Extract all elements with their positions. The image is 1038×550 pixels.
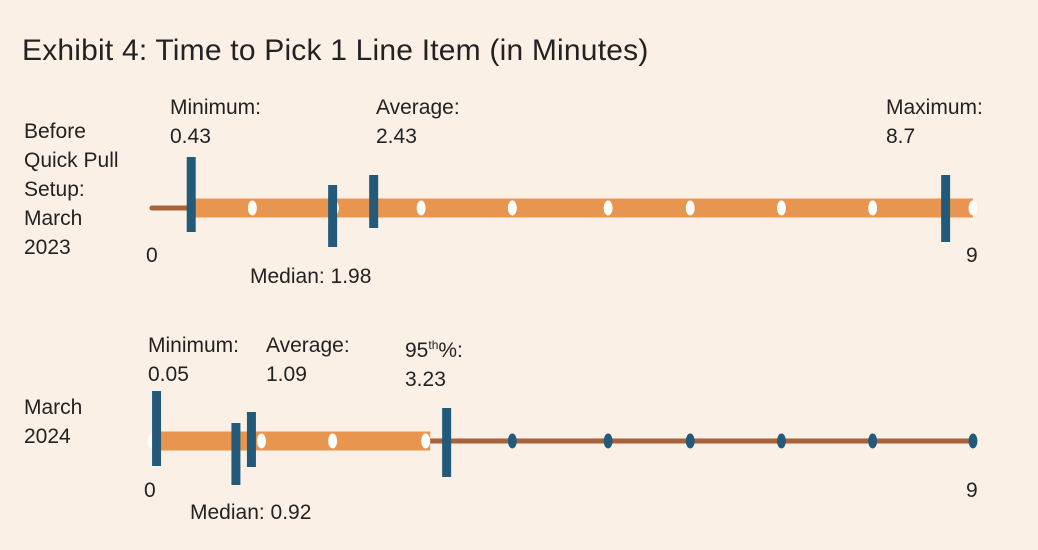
line-dot: [968, 433, 978, 449]
axis-tick-max-2023: 9: [966, 244, 978, 267]
callout-label: Minimum:: [170, 96, 262, 119]
minimum-marker: [186, 157, 196, 232]
median-marker: [328, 185, 338, 247]
median-callout-2024: Median: 0.92: [190, 501, 312, 524]
average-marker: [246, 412, 256, 467]
bar-dot: [507, 200, 517, 216]
row-label-line: Before: [24, 120, 86, 143]
line-dot: [603, 433, 613, 449]
row-label-line: Setup:: [24, 178, 85, 201]
callout-value: 2.43: [376, 125, 417, 148]
row-label-line: March: [24, 396, 83, 419]
bar-dot: [247, 200, 257, 216]
bar-dot: [328, 433, 338, 449]
page-title: Exhibit 4: Time to Pick 1 Line Item (in …: [22, 34, 649, 67]
callout-value: 0.43: [170, 125, 211, 148]
bar-dot: [968, 200, 978, 216]
axis-tick-max-2024: 9: [966, 479, 978, 502]
row-label-before: Before Quick Pull Setup: March 2023: [24, 117, 119, 262]
p95-sup: th: [428, 338, 439, 352]
line-dot: [685, 433, 695, 449]
bar-dot: [685, 200, 695, 216]
line-dot: [507, 433, 517, 449]
median-callout-2023: Median: 1.98: [250, 265, 372, 288]
row-label-2024: March 2024: [24, 393, 82, 451]
maximum-callout-2023: Maximum: 8.7: [886, 93, 983, 151]
callout-label: 95th%:: [405, 331, 463, 365]
bar-dot: [603, 200, 613, 216]
callout-value: 1.09: [266, 363, 307, 386]
line-dot: [776, 433, 786, 449]
callout-value: 3.23: [405, 368, 446, 391]
callout-label: Average:: [376, 96, 460, 119]
minimum-callout-2023: Minimum: 0.43: [170, 93, 261, 151]
callout-label: Maximum:: [886, 96, 983, 119]
row-label-line: 2024: [24, 425, 71, 448]
p95-callout-2024: 95th%: 3.23: [405, 331, 463, 394]
average-callout-2024: Average: 1.09: [266, 331, 350, 389]
range-bar: [152, 431, 431, 451]
row-label-line: 2023: [24, 236, 71, 259]
callout-value: 0.05: [148, 363, 189, 386]
axis-tick-min-2024: 0: [144, 479, 156, 502]
p95-marker: [442, 408, 452, 477]
bar-dot: [256, 433, 266, 449]
callout-label: Average:: [266, 334, 350, 357]
axis-tick-min-2023: 0: [146, 244, 158, 267]
row-label-line: March: [24, 207, 83, 230]
bar-dot: [421, 433, 431, 449]
range-bar: [191, 198, 973, 218]
callout-label: Minimum:: [148, 334, 240, 357]
minimum-callout-2024: Minimum: 0.05: [148, 331, 239, 389]
minimum-marker: [152, 391, 162, 466]
bar-dot: [776, 200, 786, 216]
p95-main: 95: [405, 339, 429, 362]
maximum-marker: [941, 175, 951, 242]
line-dot: [868, 433, 878, 449]
average-callout-2023: Average: 2.43: [376, 93, 460, 151]
row-label-line: Quick Pull: [24, 149, 119, 172]
callout-value: 8.7: [886, 125, 916, 148]
p95-tail: %:: [438, 339, 463, 362]
bar-dot: [868, 200, 878, 216]
bar-dot: [416, 200, 426, 216]
median-marker: [231, 423, 241, 485]
average-marker: [369, 175, 379, 228]
